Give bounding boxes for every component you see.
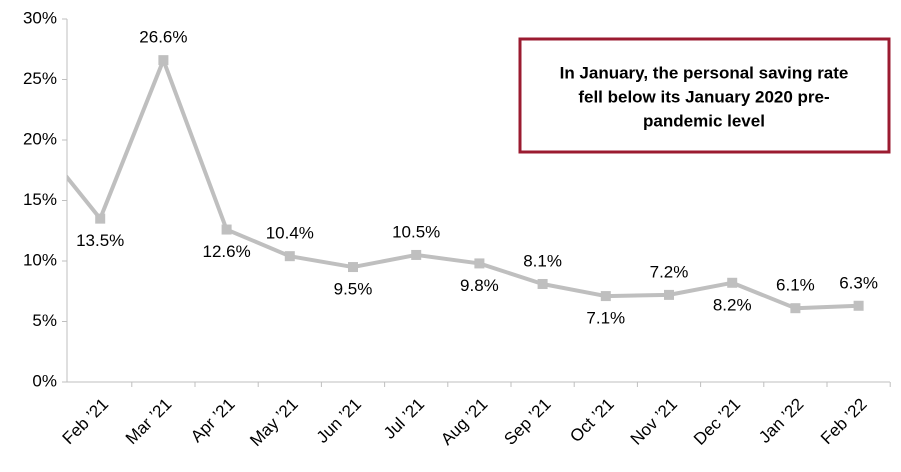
x-tick-label: Dec ’21	[690, 395, 744, 449]
x-tick-label: Mar ’21	[122, 395, 176, 449]
x-tick-label: Aug ’21	[437, 395, 491, 449]
marker	[790, 303, 801, 314]
annotation-line: In January, the personal saving rate	[560, 63, 849, 82]
y-tick-label: 0%	[32, 371, 57, 390]
data-label: 12.6%	[202, 242, 250, 261]
x-tick-label: Sep ’21	[500, 395, 554, 449]
annotation-line: fell below its January 2020 pre-	[578, 87, 829, 106]
x-tick-label: Feb ’22	[817, 395, 871, 449]
marker	[664, 289, 674, 300]
x-tick-label: Nov ’21	[627, 395, 681, 449]
x-tick-label: Jun ’21	[313, 395, 365, 447]
marker	[158, 55, 169, 66]
y-tick-label: 30%	[23, 8, 57, 27]
data-label: 6.3%	[839, 273, 878, 292]
marker	[537, 278, 548, 289]
data-label: 7.1%	[586, 309, 625, 328]
data-label: 8.2%	[713, 295, 752, 314]
y-tick-label: 20%	[23, 129, 57, 148]
y-tick-label: 5%	[32, 311, 57, 330]
series-line	[67, 58, 859, 311]
annotation-line: pandemic level	[643, 111, 765, 130]
marker	[95, 213, 106, 224]
marker	[853, 300, 864, 311]
x-tick-label: Apr ’21	[187, 395, 239, 447]
y-tick-label: 25%	[23, 69, 57, 88]
y-tick-label: 10%	[23, 250, 57, 269]
annotation-box	[518, 37, 891, 154]
data-label: 8.1%	[523, 251, 562, 270]
marker	[221, 224, 232, 235]
data-label: 9.8%	[460, 276, 499, 295]
y-tick-label: 15%	[23, 190, 57, 209]
marker	[411, 249, 422, 260]
data-label: 7.2%	[650, 262, 689, 281]
data-label: 26.6%	[139, 28, 187, 47]
x-tick-label: Feb ’21	[59, 395, 113, 449]
x-tick-label: May ’21	[246, 395, 302, 451]
data-label: 6.1%	[776, 276, 815, 295]
data-label: 13.5%	[76, 231, 124, 250]
plot-area	[67, 55, 864, 314]
marker	[284, 251, 295, 262]
marker	[474, 258, 485, 269]
data-label: 9.5%	[334, 280, 373, 299]
x-tick-label: Jul ’21	[380, 395, 428, 443]
x-tick-label: Oct ’21	[566, 395, 618, 447]
marker	[727, 277, 738, 288]
marker	[600, 291, 611, 302]
data-label: 10.4%	[266, 224, 314, 243]
marker	[348, 262, 358, 273]
x-tick-label: Jan ’22	[755, 395, 807, 447]
data-label: 10.5%	[392, 222, 440, 241]
